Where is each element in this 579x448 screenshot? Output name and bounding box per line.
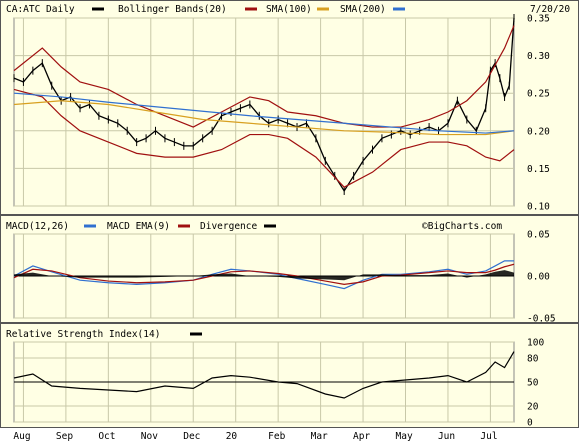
macd-ema-label: MACD EMA(9) xyxy=(107,221,170,232)
price-series xyxy=(13,14,515,195)
y-tick-label: 0 xyxy=(527,418,533,429)
y-tick-label: 50 xyxy=(527,378,539,389)
macd-y-axis: 0.05 0.00 -0.05 xyxy=(527,230,556,325)
x-tick-label: Apr xyxy=(353,431,370,442)
series-line xyxy=(13,25,515,128)
sma200-label: SMA(200) xyxy=(340,4,386,15)
y-tick-label: 0.35 xyxy=(527,14,550,25)
series-line xyxy=(13,88,515,188)
y-tick-label: 80 xyxy=(527,354,539,365)
series-line xyxy=(13,351,515,399)
rsi-panel: 100 80 50 20 0 Relative Strength Index(14) xyxy=(0,323,579,429)
x-axis: Aug Sep Oct Nov Dec 20 Feb Mar Apr May Jun Jul xyxy=(13,431,497,442)
rsi-y-axis: 100 80 50 20 0 xyxy=(527,338,544,429)
y-tick-label: 0.15 xyxy=(527,164,550,175)
x-tick-label: 20 xyxy=(226,431,238,442)
x-tick-label: Jun xyxy=(438,431,455,442)
divergence-area xyxy=(14,270,514,281)
x-tick-label: Sep xyxy=(56,431,73,442)
series-line xyxy=(13,92,515,134)
divergence-label: Divergence xyxy=(200,221,257,232)
price-plot-area xyxy=(13,17,515,207)
x-tick-label: Jul xyxy=(480,431,497,442)
price-y-axis: 0.35 0.30 0.25 0.20 0.15 0.10 xyxy=(527,14,550,213)
y-tick-label: 0.25 xyxy=(527,89,550,100)
price-panel: 0.35 0.30 0.25 0.20 0.15 0.10 CA:ATC Daily Bo… xyxy=(0,0,579,215)
watermark: ©BigCharts.com xyxy=(422,221,502,232)
y-tick-label: 0.10 xyxy=(527,202,550,213)
y-tick-label: 0.20 xyxy=(527,126,550,137)
macd-series xyxy=(13,260,515,290)
x-tick-label: Oct xyxy=(98,431,115,442)
macd-label: MACD(12,26) xyxy=(6,221,69,232)
series-line xyxy=(13,100,515,136)
y-tick-label: 0.30 xyxy=(527,51,550,62)
x-tick-label: Mar xyxy=(311,431,328,442)
x-tick-label: May xyxy=(396,431,413,442)
x-tick-label: Feb xyxy=(268,431,285,442)
date-label: 7/20/20 xyxy=(530,4,570,15)
symbol-label: CA:ATC Daily xyxy=(6,4,75,15)
rsi-series xyxy=(13,351,515,399)
y-tick-label: 0.00 xyxy=(527,272,550,283)
y-tick-label: 100 xyxy=(527,338,544,349)
y-tick-label: 20 xyxy=(527,402,539,413)
bollinger-label: Bollinger Bands(20) xyxy=(118,4,227,15)
macd-panel: 0.05 0.00 -0.05 MACD(12,26) MACD EMA(9) Di… xyxy=(0,215,579,325)
y-tick-label: 0.05 xyxy=(527,230,550,241)
rsi-label: Relative Strength Index(14) xyxy=(6,329,160,340)
x-tick-label: Nov xyxy=(141,431,158,442)
x-tick-label: Dec xyxy=(183,431,200,442)
x-tick-label: Aug xyxy=(13,431,30,442)
sma100-label: SMA(100) xyxy=(266,4,312,15)
y-tick-label: -0.05 xyxy=(527,314,556,325)
price-grid xyxy=(14,17,514,207)
